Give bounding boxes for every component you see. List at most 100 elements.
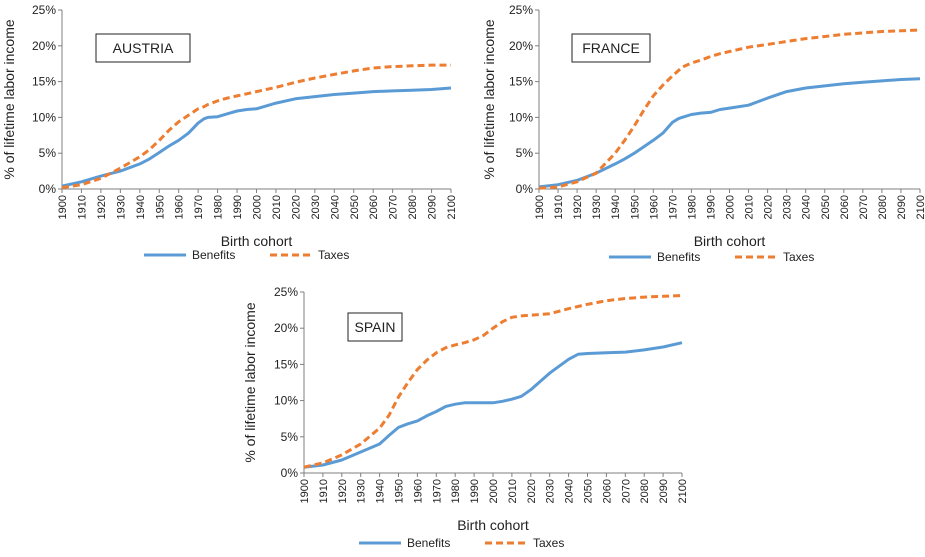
legend-label-benefits: Benefits <box>407 536 450 550</box>
legend-label-taxes: Taxes <box>783 250 814 264</box>
x-tick-label: 1950 <box>394 479 406 503</box>
y-tick-label: 15% <box>32 75 56 89</box>
x-tick-label: 2040 <box>329 195 341 219</box>
x-tick-label: 2080 <box>639 479 651 503</box>
x-tick-label: 2060 <box>839 195 851 219</box>
x-tick-label: 1990 <box>705 195 717 219</box>
x-tick-label: 2100 <box>915 195 925 219</box>
chart-title: SPAIN <box>355 319 396 335</box>
chart-title-box <box>347 312 403 342</box>
series-line-benefits <box>303 341 683 469</box>
x-tick-label: 1930 <box>591 195 603 219</box>
x-tick-label: 2080 <box>407 195 419 219</box>
x-tick-label: 2070 <box>858 195 870 219</box>
x-tick-label: 2090 <box>896 195 908 219</box>
x-tick-label: 1960 <box>648 195 660 219</box>
legend: Benefits Taxes <box>144 248 349 262</box>
x-tick-label: 2100 <box>677 479 689 503</box>
x-tick-label: 1960 <box>412 479 424 503</box>
x-tick-label: 1950 <box>154 195 166 219</box>
x-tick-label: 2100 <box>446 195 458 219</box>
x-tick-label: 1930 <box>115 195 127 219</box>
x-tick-label: 2010 <box>271 195 283 219</box>
series-line-benefits <box>61 86 452 188</box>
x-tick-label: 2050 <box>820 195 832 219</box>
x-tick-label: 2030 <box>310 195 322 219</box>
legend-label-benefits: Benefits <box>192 248 235 262</box>
x-tick-label: 1950 <box>629 195 641 219</box>
chart-panel-austria: 0% 5% 10% 15% 20% 25% 1900 1910 1920 1930 1940 1950… <box>1 3 458 262</box>
y-tick-label: 25% <box>509 3 533 17</box>
y-axis-label: % of lifetime labor income <box>481 19 497 180</box>
x-tick-label: 2020 <box>290 195 302 219</box>
y-tick-label: 5% <box>39 146 57 160</box>
legend-label-taxes: Taxes <box>533 536 564 550</box>
x-tick-label: 2010 <box>744 195 756 219</box>
x-tick-label: 2040 <box>801 195 813 219</box>
x-tick-label: 1900 <box>299 479 311 503</box>
x-tick-label: 2010 <box>507 479 519 503</box>
y-tick-label: 0% <box>281 466 299 480</box>
x-tick-label: 2070 <box>388 195 400 219</box>
x-tick-label: 2050 <box>583 479 595 503</box>
x-tick-label: 2060 <box>601 479 613 503</box>
x-tick-label: 1970 <box>193 195 205 219</box>
x-tick-label: 2080 <box>877 195 889 219</box>
chart-panel-france: 0% 5% 10% 15% 20% 25% 1900 1910 1920 1930 1940 1950… <box>481 3 925 264</box>
x-tick-label: 2000 <box>725 195 737 219</box>
x-tick-label: 1900 <box>534 195 546 219</box>
chart-panel-spain: 0% 5% 10% 15% 20% 25% 1900 1910 1920 1930 1940 1950… <box>242 285 689 550</box>
y-tick-label: 10% <box>509 110 533 124</box>
x-tick-label: 2060 <box>368 195 380 219</box>
x-tick-label: 1980 <box>686 195 698 219</box>
chart-title: AUSTRIA <box>113 40 174 56</box>
x-tick-label: 2090 <box>658 479 670 503</box>
x-tick-label: 1980 <box>450 479 462 503</box>
legend: Benefits Taxes <box>359 536 564 550</box>
chart-title-box <box>571 33 651 63</box>
x-tick-label: 1970 <box>431 479 443 503</box>
x-axis-label: Birth cohort <box>221 233 293 249</box>
y-tick-label: 25% <box>274 285 298 299</box>
series-line-benefits <box>538 77 921 189</box>
y-tick-label: 5% <box>281 430 299 444</box>
x-tick-label: 2000 <box>252 195 264 219</box>
y-axis-label: % of lifetime labor income <box>242 302 258 463</box>
x-tick-label: 1910 <box>318 479 330 503</box>
x-tick-label: 1990 <box>232 195 244 219</box>
y-tick-label: 5% <box>516 146 534 160</box>
y-tick-label: 10% <box>274 394 298 408</box>
y-tick-label: 20% <box>509 39 533 53</box>
y-axis-label: % of lifetime labor income <box>1 19 17 180</box>
chart-title-box <box>95 33 191 63</box>
x-tick-label: 2020 <box>763 195 775 219</box>
x-tick-label: 1910 <box>76 195 88 219</box>
x-tick-label: 1930 <box>356 479 368 503</box>
x-tick-label: 1920 <box>96 195 108 219</box>
series-line-taxes <box>61 63 451 190</box>
series-line-taxes <box>303 294 683 469</box>
y-tick-label: 25% <box>32 3 56 17</box>
x-axis-label: Birth cohort <box>694 233 766 249</box>
x-tick-label: 1970 <box>667 195 679 219</box>
x-tick-label: 2030 <box>782 195 794 219</box>
x-tick-label: 1940 <box>375 479 387 503</box>
y-tick-label: 20% <box>32 39 56 53</box>
y-tick-label: 0% <box>39 182 57 196</box>
legend-label-taxes: Taxes <box>318 248 349 262</box>
x-tick-label: 2020 <box>526 479 538 503</box>
x-tick-label: 2090 <box>427 195 439 219</box>
x-tick-label: 1900 <box>57 195 69 219</box>
x-tick-label: 2070 <box>620 479 632 503</box>
x-tick-label: 2030 <box>545 479 557 503</box>
x-tick-label: 1980 <box>213 195 225 219</box>
x-tick-label: 1910 <box>553 195 565 219</box>
x-tick-label: 1940 <box>135 195 147 219</box>
y-tick-label: 0% <box>516 182 534 196</box>
y-tick-label: 15% <box>509 75 533 89</box>
y-tick-label: 10% <box>32 110 56 124</box>
x-tick-label: 2050 <box>349 195 361 219</box>
legend-label-benefits: Benefits <box>657 250 700 264</box>
